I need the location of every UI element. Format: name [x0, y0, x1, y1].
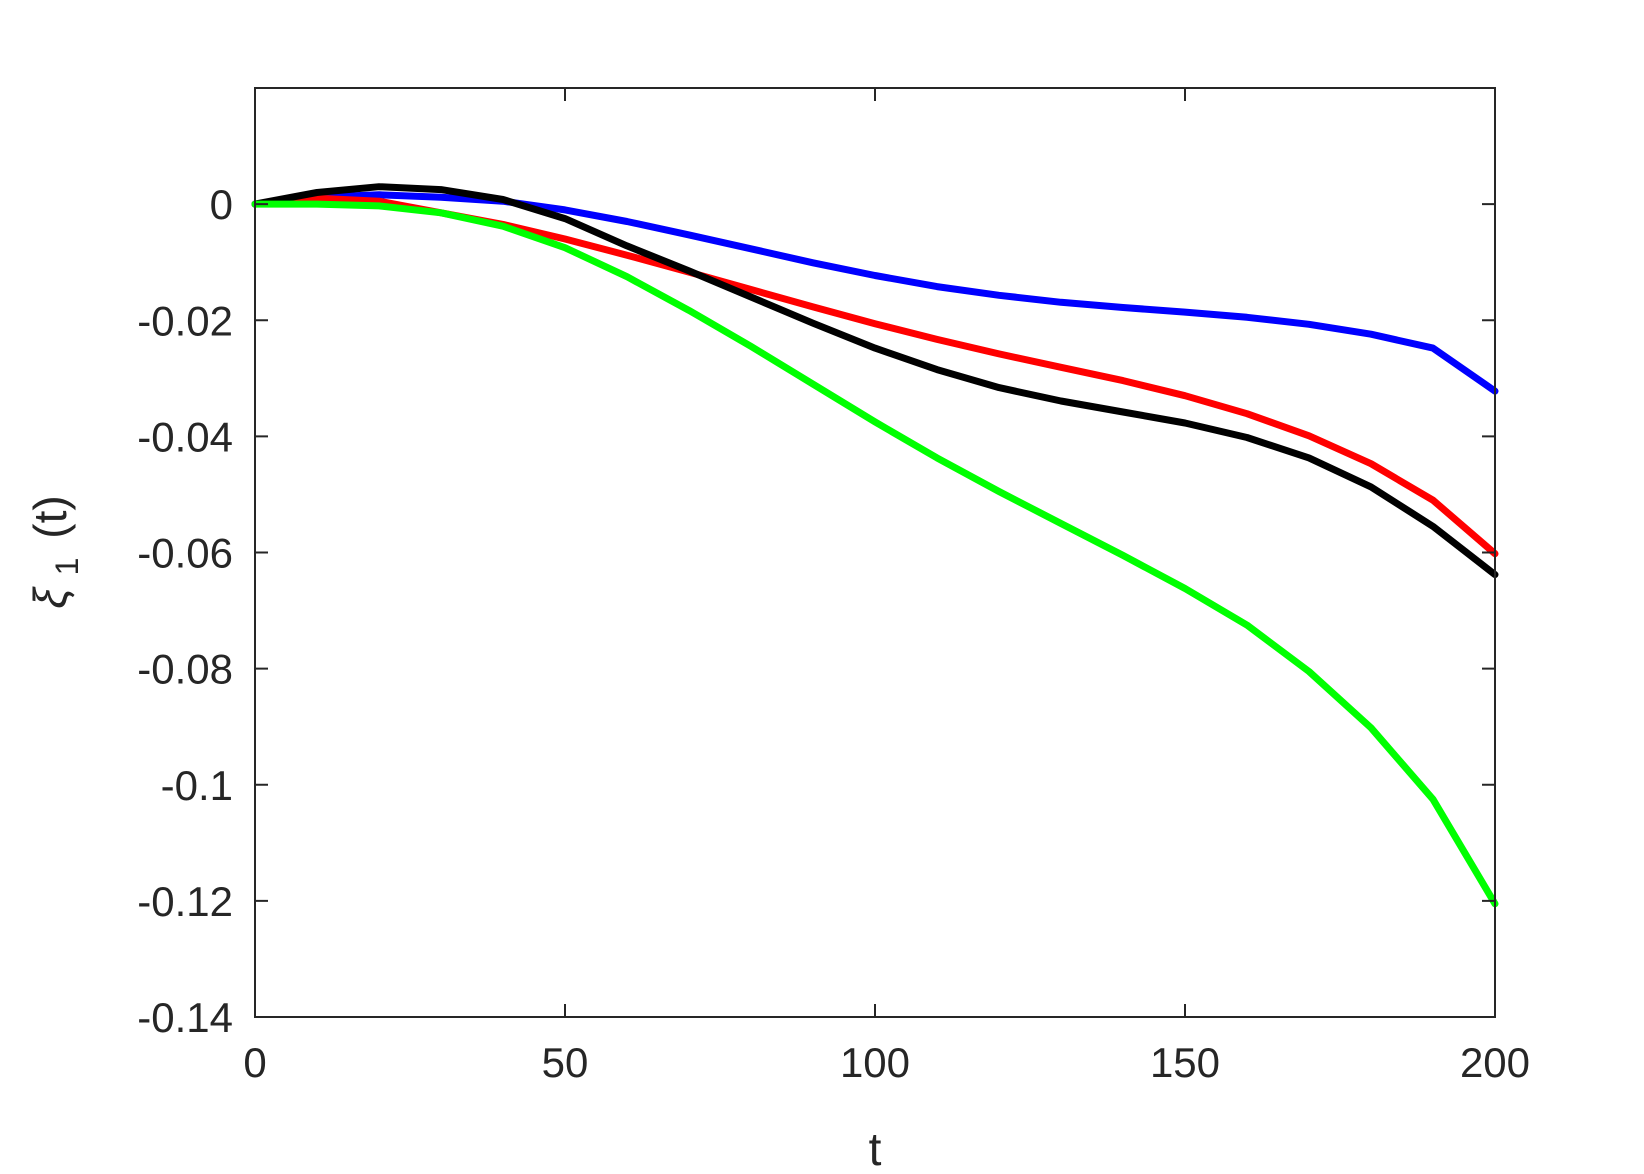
y-tick-label: -0.06 — [137, 530, 233, 577]
y-tick-label: -0.02 — [137, 297, 233, 344]
x-tick-label: 200 — [1460, 1039, 1530, 1086]
series-layer — [251, 183, 1499, 908]
y-tick-label: 0 — [210, 181, 233, 228]
x-axis-label: t — [869, 1123, 882, 1174]
y-axis-label-sub: 1 — [49, 558, 85, 576]
series-line-1 — [251, 191, 1499, 395]
y-axis-label: ξ 1 (t) — [24, 495, 88, 608]
y-axis-label-suffix: (t) — [24, 495, 76, 538]
x-tick-label: 100 — [840, 1039, 910, 1086]
plot-area — [255, 88, 1495, 1017]
y-tick-label: -0.14 — [137, 994, 233, 1041]
y-tick-label: -0.1 — [161, 762, 233, 809]
labels-layer: 0 50 100 150 200 0 -0.02 -0.04 -0.06 -0.08 -0.1 -0.… — [137, 181, 1530, 1086]
x-tick-label: 150 — [1150, 1039, 1220, 1086]
x-tick-label: 0 — [243, 1039, 266, 1086]
y-tick-label: -0.12 — [137, 878, 233, 925]
y-axis-label-main: ξ — [24, 586, 76, 609]
series-line-3 — [251, 183, 1499, 579]
y-tick-label: -0.08 — [137, 646, 233, 693]
axes-box — [254, 87, 1496, 1018]
series-line-4 — [251, 200, 1499, 908]
y-tick-label: -0.04 — [137, 413, 233, 460]
x-tick-label: 50 — [542, 1039, 589, 1086]
